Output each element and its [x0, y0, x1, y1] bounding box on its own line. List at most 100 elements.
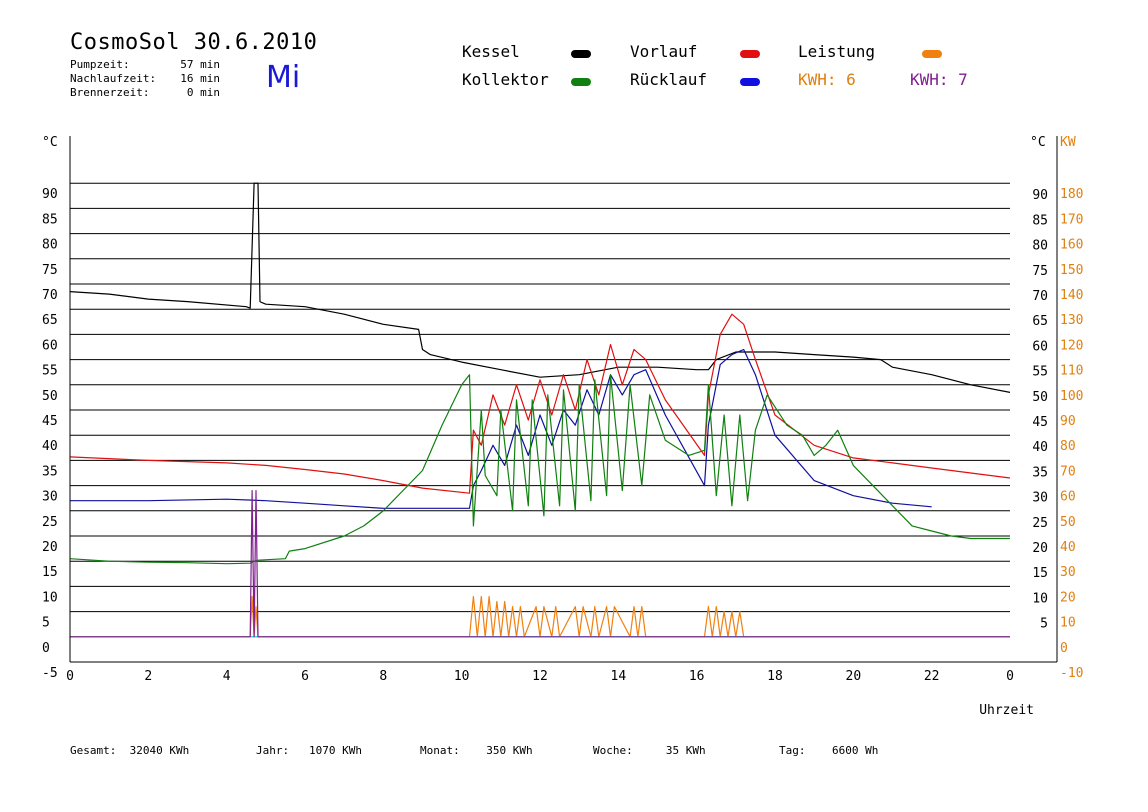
legend-label-kessel: Kessel — [462, 42, 520, 61]
y2-tick-label: 90 — [1060, 414, 1076, 429]
x-tick-label: 6 — [301, 669, 309, 684]
legend-swatch-kessel — [571, 50, 591, 58]
x-tick-label: 16 — [689, 669, 705, 684]
y2-tick-label: 30 — [1060, 565, 1076, 580]
legend-swatch-kollektor — [571, 78, 591, 86]
x-tick-label: 10 — [454, 669, 470, 684]
y2-tick-label: 0 — [1060, 641, 1068, 656]
total-value: 6600 Wh — [832, 744, 879, 757]
legend-label-ruecklauf: Rücklauf — [630, 70, 708, 89]
y-right-tick-label: 60 — [1032, 339, 1048, 354]
y-left-tick-label: 5 — [42, 616, 50, 631]
y-right-tick-label: 10 — [1032, 591, 1048, 606]
stat-row-burner: Brennerzeit: 0 min — [70, 86, 220, 100]
run-time-stats: Pumpzeit: 57 min Nachlaufzeit: 16 min Br… — [70, 58, 220, 100]
legend-label-vorlauf: Vorlauf — [630, 42, 698, 61]
y2-tick-label: 150 — [1060, 263, 1083, 278]
y-left-tick-label: 15 — [42, 565, 58, 580]
x-axis-label: Uhrzeit — [979, 703, 1034, 718]
series-line-vorlauf — [69, 313, 1011, 494]
y2-tick-label: 110 — [1060, 364, 1083, 379]
total-value: 1070 KWh — [309, 744, 362, 757]
y2-tick-label: 80 — [1060, 439, 1076, 454]
y-right-tick-label: 35 — [1032, 465, 1048, 480]
stat-value: 16 min — [180, 72, 220, 85]
series-line-r-cklauf — [70, 348, 932, 509]
y-left-tick-label: 35 — [42, 464, 58, 479]
y2-tick-label: 120 — [1060, 338, 1083, 353]
stat-label: Brennerzeit: — [70, 86, 150, 99]
x-tick-label: 14 — [611, 669, 627, 684]
x-tick-label: 0 — [66, 669, 74, 684]
legend-swatch-ruecklauf — [740, 78, 760, 86]
y-left-tick-label: 50 — [42, 389, 58, 404]
y-left-unit: °C — [42, 135, 58, 150]
y-left-tick-label: 10 — [42, 590, 58, 605]
x-tick-label: 20 — [846, 669, 862, 684]
y2-tick-label: 50 — [1060, 515, 1076, 530]
y-right-tick-label: 15 — [1032, 566, 1048, 581]
total-label: Jahr: — [256, 744, 290, 757]
y-left-tick-label: 70 — [42, 288, 58, 303]
y-right-tick-label: 50 — [1032, 390, 1048, 405]
y-right-tick-label: 85 — [1032, 213, 1048, 228]
total-label: Woche: — [593, 744, 633, 757]
y-right-tick-label: 20 — [1032, 541, 1048, 556]
y-right-tick-label: 70 — [1032, 289, 1048, 304]
x-tick-label: 2 — [144, 669, 152, 684]
y2-tick-label: 140 — [1060, 288, 1083, 303]
y-right-tick-label: 80 — [1032, 239, 1048, 254]
y2-tick-label: 40 — [1060, 540, 1076, 555]
total-value: 35 KWh — [665, 744, 706, 757]
stat-value: 0 min — [186, 86, 220, 99]
x-tick-label: 12 — [532, 669, 548, 684]
y-left-tick-label: 40 — [42, 439, 58, 454]
x-tick-label: 8 — [379, 669, 387, 684]
series-line-leistung — [70, 595, 1010, 638]
y2-tick-label: 170 — [1060, 212, 1083, 227]
y2-tick-label: 100 — [1060, 389, 1083, 404]
chart-series — [69, 182, 1011, 638]
chart-title: CosmoSol 30.6.2010 — [70, 30, 318, 55]
y-right-tick-label: 90 — [1032, 188, 1048, 203]
total-overall: Gesamt: 32040 KWh — [70, 744, 189, 757]
stat-value: 57 min — [180, 58, 220, 71]
y-left-tick-label: 80 — [42, 238, 58, 253]
legend-swatch-vorlauf — [740, 50, 760, 58]
x-tick-label: 4 — [223, 669, 231, 684]
y-left-tick-label: 30 — [42, 490, 58, 505]
legend-label-kollektor: Kollektor — [462, 70, 549, 89]
x-tick-label: 0 — [1006, 669, 1014, 684]
y-right-tick-label: 25 — [1032, 516, 1048, 531]
stat-row-pump: Pumpzeit: 57 min — [70, 58, 220, 72]
chart-grid — [70, 182, 1010, 638]
legend-label-leistung: Leistung — [798, 42, 876, 61]
total-week: Woche: 35 KWh — [593, 744, 706, 757]
x-tick-label: 22 — [924, 669, 940, 684]
series-line-kollektor — [69, 374, 1010, 565]
kwh-label-7: KWH: 7 — [910, 70, 968, 89]
total-day: Tag: 6600 Wh — [779, 744, 878, 757]
y-left-tick-label: 60 — [42, 338, 58, 353]
y2-tick-label: 160 — [1060, 238, 1083, 253]
weekday-label: Mi — [266, 60, 301, 95]
y2-tick-label: -10 — [1060, 666, 1083, 681]
y-left-tick-label: 75 — [42, 263, 58, 278]
stat-label: Nachlaufzeit: — [70, 72, 157, 85]
total-year: Jahr: 1070 KWh — [256, 744, 362, 757]
chart-axes: °C °C KW9085807570656055504540353025201510… — [42, 135, 1083, 718]
total-month: Monat: 350 KWh — [420, 744, 533, 757]
y2-tick-label: 10 — [1060, 616, 1076, 631]
total-value: 32040 KWh — [129, 744, 190, 757]
y2-tick-label: 20 — [1060, 590, 1076, 605]
y-left-tick-label: 25 — [42, 515, 58, 530]
legend-swatch-leistung — [922, 50, 942, 58]
y-right-tick-label: 55 — [1032, 365, 1048, 380]
y-left-tick-label: -5 — [42, 666, 58, 681]
stat-row-afterrun: Nachlaufzeit: 16 min — [70, 72, 220, 86]
y-left-tick-label: 45 — [42, 414, 58, 429]
stat-label: Pumpzeit: — [70, 58, 130, 71]
total-label: Gesamt: — [70, 744, 117, 757]
series-line-kwh-7 — [70, 490, 1010, 638]
y-left-tick-label: 85 — [42, 212, 58, 227]
